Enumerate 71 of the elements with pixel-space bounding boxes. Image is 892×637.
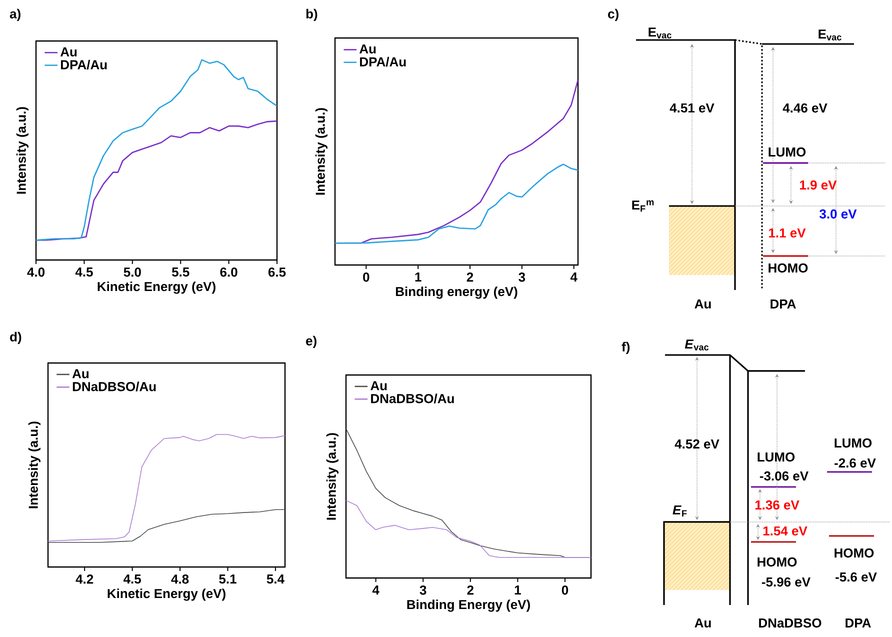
legend-label: DPA/Au <box>360 56 406 67</box>
x-tick-label: 4.0 <box>27 268 45 277</box>
chart-title: a) <box>10 8 20 22</box>
legend-label: Au <box>72 369 89 378</box>
chart-title: d) <box>10 332 22 344</box>
y-axis-title: Intensity (a.u.) <box>28 422 40 508</box>
y-axis-title: Intensity (a.u.) <box>326 433 338 520</box>
text: c) <box>608 8 618 22</box>
y-axis-title: Intensity (a.u.) <box>16 107 28 194</box>
x-axis-title: Binding Energy (eV) <box>407 600 530 612</box>
text: 3.0 eV <box>820 209 857 219</box>
x-tick-label: 1 <box>415 272 422 282</box>
text: Au <box>694 299 711 309</box>
x-tick-label: 5.5 <box>172 268 190 277</box>
x-tick-label: 5.4 <box>266 574 284 584</box>
x-tick-label: 5.0 <box>124 268 141 277</box>
text: 1.9 eV <box>800 180 837 190</box>
text: LUMO <box>768 147 806 157</box>
text: E$_{vac}$ <box>818 30 842 40</box>
legend-label: DPA/Au <box>60 60 107 70</box>
x-tick-label: 3 <box>518 272 526 282</box>
chart-title: e) <box>306 336 316 348</box>
legend-label: Au <box>60 47 77 56</box>
text: DPA <box>846 618 871 628</box>
text: HOMO <box>768 263 808 273</box>
text: E$_{vac}$ <box>684 340 709 350</box>
x-tick-label: 3 <box>420 586 426 595</box>
legend-label: Au <box>360 44 376 54</box>
x-tick-label: 4 <box>372 586 380 594</box>
text: HOMO <box>758 557 797 567</box>
x-tick-label: 1 <box>514 586 521 594</box>
x-tick-label: 4.2 <box>76 574 94 584</box>
text: 4.52 eV <box>674 439 720 449</box>
x-tick-label: 4 <box>570 272 578 282</box>
text: DNaDBSO <box>759 618 822 628</box>
x-tick-label: 0 <box>363 272 370 282</box>
x-tick-label: 2 <box>467 586 474 595</box>
x-axis-title: Binding energy (eV) <box>396 286 518 299</box>
x-tick-label: 6.5 <box>268 268 286 277</box>
text: Au <box>694 618 711 628</box>
text: f) <box>622 342 630 354</box>
text: -5.6 eV <box>836 572 877 582</box>
x-tick-label: 0 <box>562 586 568 595</box>
text: -2.6 eV <box>834 458 876 468</box>
text: LUMO <box>834 438 872 448</box>
x-tick-label: 4.5 <box>75 268 93 277</box>
legend-label: DNaDBSO/Au <box>72 382 156 392</box>
x-axis-title: Kinetic Energy (eV) <box>98 282 216 294</box>
legend-label: DNaDBSO/Au <box>371 394 454 404</box>
y-axis-title: Intensity (a.u.) <box>315 108 328 195</box>
text: 1.54 eV <box>763 526 808 536</box>
x-axis-title: Kinetic Energy (eV) <box>108 588 226 601</box>
text: 4.51 eV <box>670 103 714 113</box>
x-tick-label: 4.8 <box>171 574 189 584</box>
text: HOMO <box>834 548 874 558</box>
x-tick-label: 6.0 <box>220 268 238 277</box>
text: 1.36 eV <box>755 500 800 510</box>
legend-label: Au <box>370 381 387 390</box>
x-tick-label: 2 <box>466 272 474 282</box>
text: 4.46 eV <box>782 103 828 113</box>
chart-title: b) <box>306 8 318 22</box>
text: -3.06 eV <box>760 471 808 481</box>
text: E$_{F}$m <box>632 200 654 212</box>
x-tick-label: 5.1 <box>219 574 236 584</box>
text: 1.1 eV <box>769 228 806 238</box>
text: E$_{vac}$ <box>648 28 672 38</box>
text: LUMO <box>758 452 795 462</box>
text: -5.96 eV <box>762 577 810 587</box>
x-tick-label: 4.5 <box>123 574 141 584</box>
text: DPA <box>770 300 796 308</box>
text: E$_{F}$ <box>672 505 687 517</box>
